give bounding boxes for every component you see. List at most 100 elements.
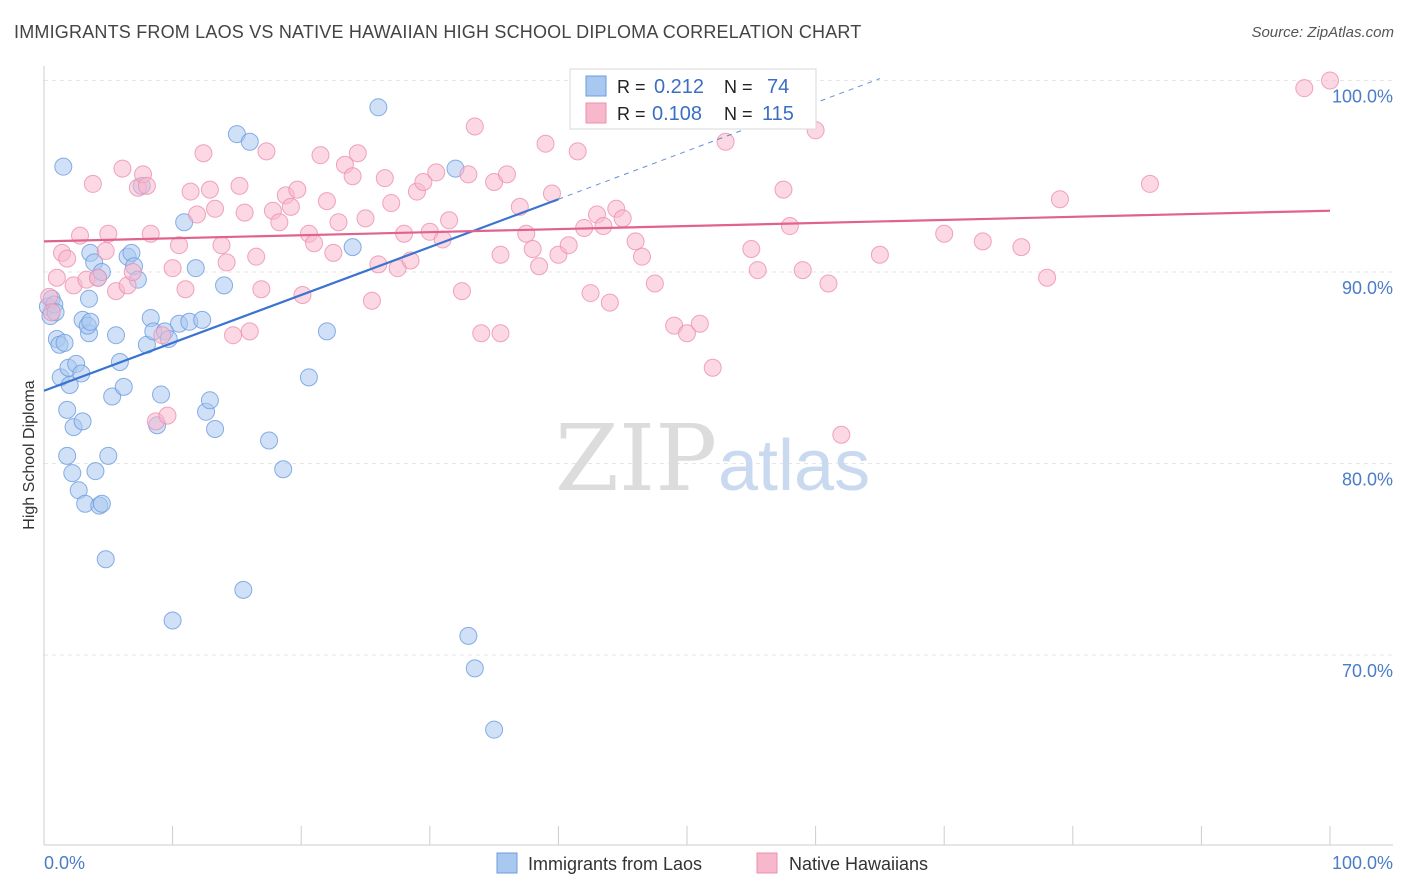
data-point — [99, 446, 118, 465]
data-point — [497, 165, 516, 184]
data-point — [234, 580, 253, 599]
data-point — [870, 245, 889, 264]
data-point — [523, 240, 542, 259]
data-point — [465, 659, 484, 678]
data-point — [716, 132, 735, 151]
legend-n-label-2: N = — [724, 104, 753, 124]
data-point — [459, 165, 478, 184]
data-point — [224, 326, 243, 345]
series-laos — [38, 98, 504, 739]
legend-bottom-label-hawaiian: Native Hawaiians — [789, 854, 928, 874]
legend-bottom-swatch-laos — [496, 852, 518, 874]
data-point — [40, 287, 59, 306]
data-point — [440, 211, 459, 230]
trend-line-extension — [558, 78, 881, 200]
data-point — [1038, 268, 1057, 287]
data-point — [123, 263, 142, 281]
data-point — [47, 268, 66, 287]
data-point — [472, 324, 491, 343]
data-point — [240, 322, 259, 341]
data-point — [96, 550, 115, 569]
data-point — [235, 203, 254, 222]
y-tick-label: 80.0% — [1342, 470, 1393, 490]
data-point — [362, 291, 381, 310]
y-tick-label: 70.0% — [1342, 661, 1393, 681]
legend-bottom: Immigrants from Laos Native Hawaiians — [496, 852, 928, 874]
data-point — [1140, 174, 1159, 193]
data-point — [73, 412, 92, 431]
legend-n-label-1: N = — [724, 77, 753, 97]
data-point — [645, 274, 664, 293]
series-hawaiian — [40, 71, 1339, 444]
data-point — [780, 217, 799, 236]
data-point — [427, 163, 446, 182]
data-point — [113, 159, 132, 178]
data-point — [317, 192, 336, 211]
legend-r-label-1: R = — [617, 77, 646, 97]
legend-n-value-1: 74 — [767, 76, 789, 98]
data-point — [311, 146, 330, 165]
data-point — [257, 142, 276, 161]
data-point — [270, 213, 289, 232]
data-point — [193, 310, 212, 329]
data-point — [517, 224, 536, 243]
data-point — [356, 209, 375, 228]
data-point — [299, 368, 318, 387]
data-point — [288, 180, 307, 199]
data-point — [176, 280, 195, 299]
data-point — [973, 232, 992, 251]
data-point — [96, 241, 115, 260]
data-point — [1321, 71, 1339, 90]
data-point — [414, 172, 433, 191]
series-layer — [38, 71, 1339, 739]
data-point — [247, 247, 266, 266]
legend-swatch-hawaiian — [585, 102, 607, 124]
axis-layer: 70.0% 80.0% 90.0% 100.0% — [43, 66, 1393, 846]
data-point — [317, 322, 336, 341]
data-point — [819, 274, 838, 293]
data-point — [89, 268, 108, 287]
data-point — [58, 400, 77, 419]
data-point — [163, 611, 182, 630]
watermark: ZIP atlas — [555, 405, 870, 512]
data-point — [594, 217, 613, 236]
data-point — [252, 280, 271, 299]
legend-n-value-2: 115 — [762, 103, 794, 125]
data-point — [153, 326, 172, 345]
data-point — [217, 253, 236, 272]
data-point — [81, 312, 100, 331]
data-point — [581, 284, 600, 303]
data-point — [465, 117, 484, 136]
data-point — [690, 314, 709, 333]
data-point — [58, 446, 77, 465]
data-point — [215, 276, 234, 295]
data-point — [305, 234, 324, 253]
data-point — [86, 462, 105, 481]
y-axis-label: High School Diploma — [21, 380, 38, 530]
data-point — [935, 224, 954, 243]
data-point — [158, 406, 177, 425]
watermark-zip: ZIP — [555, 405, 717, 512]
data-point — [212, 236, 231, 255]
data-point — [114, 377, 133, 396]
data-point — [369, 98, 388, 117]
legend-top: R = 0.212 N = 74 R = 0.108 N = 115 — [569, 68, 817, 130]
data-point — [382, 194, 401, 213]
data-point — [748, 261, 767, 280]
data-point — [343, 238, 362, 257]
data-point — [626, 232, 645, 251]
data-point — [260, 431, 279, 450]
data-point — [613, 209, 632, 228]
data-point — [491, 245, 510, 264]
data-point — [99, 224, 118, 243]
data-point — [452, 282, 471, 301]
data-point — [42, 303, 61, 322]
data-point — [54, 157, 73, 176]
data-point — [200, 391, 219, 410]
data-point — [742, 240, 761, 259]
data-point — [774, 180, 793, 199]
data-point — [181, 182, 200, 201]
data-point — [80, 289, 99, 308]
data-point — [530, 257, 549, 276]
